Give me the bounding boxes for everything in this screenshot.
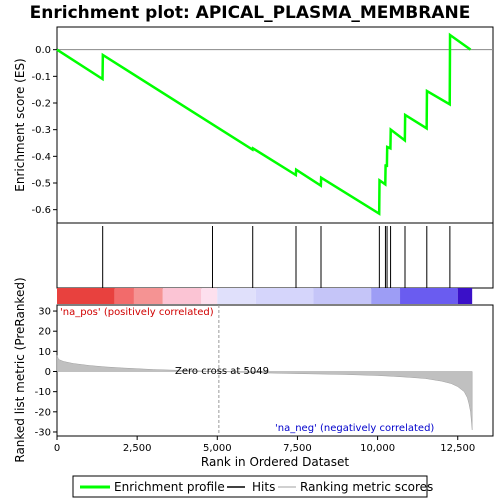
metric-x-ticks: 0 2,500 5,000 7,500 10,000 12,500 bbox=[54, 436, 475, 454]
heatmap-segment bbox=[114, 288, 134, 304]
es-y-tick-label: -0.4 bbox=[31, 152, 51, 163]
zero-cross-label: Zero cross at 5049 bbox=[175, 366, 269, 377]
ranking-heatmap-bar bbox=[57, 288, 473, 304]
es-y-tick-label: -0.3 bbox=[31, 125, 51, 136]
legend-box bbox=[72, 475, 428, 498]
es-y-axis-label: Enrichment score (ES) bbox=[13, 58, 27, 191]
es-y-tick-label: -0.2 bbox=[31, 99, 51, 110]
x-tick-label: 5,000 bbox=[203, 443, 232, 454]
hits-markers bbox=[102, 226, 451, 288]
heatmap-segment bbox=[162, 288, 202, 304]
x-tick-label: 10,000 bbox=[360, 443, 395, 454]
chart-title: Enrichment plot: APICAL_PLASMA_MEMBRANE bbox=[30, 3, 471, 23]
legend-enrichment-profile-label: Enrichment profile bbox=[114, 480, 225, 494]
metric-y-tick-label: -20 bbox=[35, 407, 51, 418]
metric-y-tick-label: -10 bbox=[35, 387, 51, 398]
positive-correlation-label: 'na_pos' (positively correlated) bbox=[60, 307, 214, 318]
metric-y-ticks: 30 20 10 0 -10 -20 -30 bbox=[35, 307, 57, 438]
heatmap-segment bbox=[313, 288, 372, 304]
metric-y-tick-label: 0 bbox=[45, 367, 51, 378]
es-y-tick-label: -0.5 bbox=[31, 179, 51, 190]
es-y-ticks: 0.0 -0.1 -0.2 -0.3 -0.4 -0.5 -0.6 bbox=[31, 45, 57, 216]
hits-panel-frame bbox=[56, 222, 494, 289]
heatmap-segment bbox=[217, 288, 256, 304]
negative-correlation-label: 'na_neg' (negatively correlated) bbox=[275, 423, 434, 434]
legend-ranking-metric-label: Ranking metric scores bbox=[300, 480, 433, 494]
legend-hits-label: Hits bbox=[252, 480, 275, 494]
es-y-tick-label: 0.0 bbox=[35, 45, 51, 56]
x-tick-label: 12,500 bbox=[440, 443, 475, 454]
heatmap-segment bbox=[201, 288, 218, 304]
metric-y-tick-label: 30 bbox=[38, 307, 51, 318]
x-tick-label: 2,500 bbox=[123, 443, 152, 454]
heatmap-segment bbox=[133, 288, 163, 304]
metric-y-axis-label: Ranked list metric (PreRanked) bbox=[13, 277, 27, 462]
ranking-metric-area bbox=[56, 355, 473, 430]
enrichment-profile-line bbox=[56, 32, 472, 216]
metric-y-tick-label: 20 bbox=[38, 327, 51, 338]
metric-y-tick-label: 10 bbox=[38, 347, 51, 358]
metric-y-tick-label: -30 bbox=[35, 427, 51, 438]
x-tick-label: 7,500 bbox=[283, 443, 312, 454]
x-axis-label: Rank in Ordered Dataset bbox=[201, 455, 349, 469]
heatmap-segment bbox=[57, 288, 115, 304]
legend: Enrichment profile Hits Ranking metric sco… bbox=[80, 480, 433, 494]
es-y-tick-label: -0.1 bbox=[31, 72, 51, 83]
heatmap-segment bbox=[400, 288, 458, 304]
heatmap-segment bbox=[457, 288, 473, 304]
heatmap-segment bbox=[371, 288, 401, 304]
es-y-tick-label: -0.6 bbox=[31, 205, 51, 216]
x-tick-label: 0 bbox=[54, 443, 60, 454]
heatmap-segment bbox=[255, 288, 314, 304]
